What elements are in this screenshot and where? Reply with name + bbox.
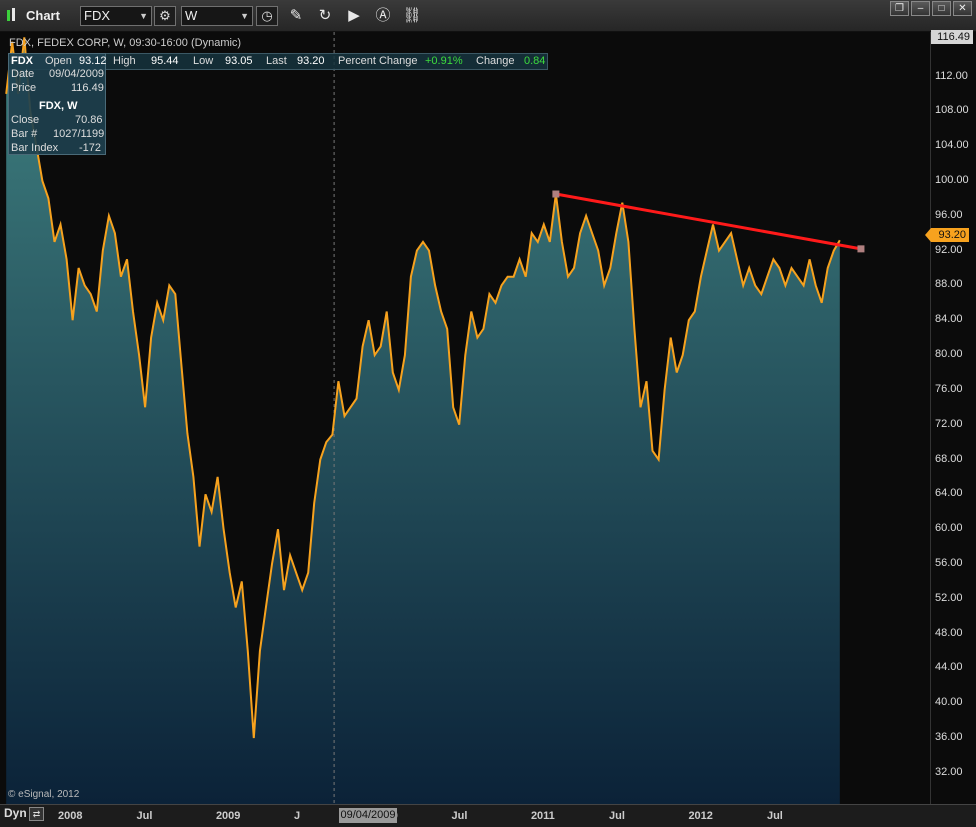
trendline[interactable] — [555, 192, 862, 251]
symbol-settings-button[interactable]: ⚙ — [154, 6, 176, 26]
maximize-window-button[interactable]: □ — [932, 1, 951, 16]
price-tick-label: 36.00 — [935, 731, 963, 744]
price-tick-label: 60.00 — [935, 522, 963, 535]
quote-open-value: 93.12 — [79, 55, 107, 67]
price-tick-label: 64.00 — [935, 487, 963, 500]
price-axis[interactable]: 112.00 108.00 104.00 100.00 96.00 92.00 88.00 8… — [930, 32, 976, 804]
cursor-price-value: 116.49 — [71, 82, 104, 94]
restore-window-button[interactable]: ❐ — [890, 1, 909, 16]
price-tick-label: 112.00 — [935, 69, 968, 82]
cursor-bar-label: Bar # — [11, 128, 38, 140]
symbol-value: FDX — [84, 8, 110, 23]
price-tick-label: 92.00 — [935, 243, 963, 256]
quote-last-value: 93.20 — [297, 55, 325, 67]
cursor-bar-value: 1027/1199 — [53, 128, 105, 140]
time-tick-label: J — [294, 810, 301, 822]
quote-low-label: Low — [193, 55, 214, 67]
cursor-info-box: FDX Open 93.12 Date 09/04/2009 Price 116… — [8, 53, 107, 155]
cursor-series-label: FDX, W — [39, 100, 78, 112]
minimize-window-button[interactable]: – — [911, 1, 930, 16]
trendline-handle-end[interactable] — [857, 245, 865, 253]
chart-bars-icon — [4, 6, 24, 26]
quote-symbol: FDX — [11, 55, 33, 67]
price-tick-label: 56.00 — [935, 556, 963, 569]
play-icon[interactable]: ▶ — [348, 7, 360, 24]
price-tick-label: 84.00 — [935, 313, 963, 326]
chevron-down-icon: ▼ — [139, 11, 148, 21]
brand-label: © eSignal, 2012 — [8, 789, 80, 800]
link-icon[interactable]: ⛓ — [402, 7, 422, 24]
chart-plot-area[interactable] — [0, 32, 930, 804]
high-price-tag: 116.49 — [931, 30, 973, 44]
symbol-input[interactable]: FDX ▼ — [80, 6, 152, 26]
dynamic-mode-button[interactable]: ⇄ — [29, 807, 44, 821]
cursor-date-value: 09/04/2009 — [49, 68, 105, 80]
quote-pct-value: +0.91% — [425, 55, 463, 67]
close-window-button[interactable]: ✕ — [953, 1, 972, 16]
price-tick-label: 68.00 — [935, 452, 963, 465]
chart-header: FDX, FEDEX CORP, W, 09:30-16:00 (Dynamic… — [9, 37, 242, 49]
cursor-index-label: Bar Index — [11, 142, 59, 154]
chart-toolbar: Chart FDX ▼ ⚙ W ▼ ◷ ✎ ↻ ▶ Ⓐ ⛓ ❐ – □ ✕ — [0, 0, 976, 32]
price-tick-label: 104.00 — [935, 139, 969, 152]
interval-clock-button[interactable]: ◷ — [256, 6, 278, 26]
quote-last-label: Last — [266, 55, 287, 67]
time-tick-label: 2009 — [215, 810, 241, 822]
cursor-close-label: Close — [11, 114, 40, 126]
quote-pct-label: Percent Change — [338, 55, 418, 67]
cursor-close-value: 70.86 — [75, 114, 103, 126]
quote-change-label: Change — [476, 55, 515, 67]
interval-input[interactable]: W ▼ — [181, 6, 253, 26]
quote-high-label: High — [113, 55, 136, 67]
time-tick-label: 2011 — [530, 810, 555, 822]
price-tick-label: 40.00 — [935, 696, 963, 709]
refresh-icon[interactable]: ↻ — [318, 7, 332, 24]
chevron-down-icon: ▼ — [240, 11, 249, 21]
price-tick-label: 80.00 — [935, 348, 963, 361]
time-tick-label: 2008 — [58, 810, 83, 822]
dynamic-mode-label: Dyn — [4, 806, 27, 820]
price-line — [5, 37, 841, 739]
quote-high-value: 95.44 — [151, 55, 179, 67]
time-tick-label: Jul — [136, 810, 153, 822]
gear-icon: ⚙ — [159, 8, 171, 23]
quote-low-value: 93.05 — [225, 55, 253, 67]
last-price-tag: 93.20 — [925, 228, 969, 242]
pencil-icon[interactable]: ✎ — [289, 7, 303, 24]
time-tick-label: 2012 — [688, 810, 713, 822]
price-tick-label: 48.00 — [935, 626, 963, 639]
quote-change-value: 0.84 — [524, 55, 546, 67]
price-tick-label: 44.00 — [935, 661, 963, 674]
price-tick-label: 52.00 — [935, 591, 963, 604]
window-title: Chart — [26, 8, 60, 23]
price-tick-label: 72.00 — [935, 417, 963, 430]
cursor-price-label: Price — [11, 82, 37, 94]
cursor-index-value: -172 — [79, 142, 102, 154]
time-tick-label: Jul — [451, 810, 468, 822]
quote-open-label: Open — [45, 55, 72, 67]
price-tick-label: 32.00 — [935, 765, 963, 778]
price-tick-label: 96.00 — [935, 208, 963, 221]
cursor-date-tag: 09/04/2009 — [339, 808, 397, 823]
trendline-handle-start[interactable] — [552, 190, 560, 198]
price-tick-label: 88.00 — [935, 278, 963, 291]
price-chart — [5, 32, 865, 804]
cursor-date-label: Date — [11, 68, 35, 80]
interval-value: W — [185, 8, 198, 23]
quote-bar: High 95.44 Low 93.05 Last 93.20 Percent … — [8, 53, 548, 70]
price-area-fill — [6, 37, 840, 804]
price-tick-label: 76.00 — [935, 382, 963, 395]
clock-icon: ◷ — [261, 8, 273, 23]
a-circle-icon[interactable]: Ⓐ — [375, 7, 391, 24]
time-tick-label: Jul — [766, 810, 783, 822]
price-tick-label: 100.00 — [935, 173, 969, 186]
price-tick-label: 108.00 — [935, 104, 969, 117]
time-tick-label: Jul — [609, 810, 625, 822]
time-axis[interactable]: 2008Jul2009J2010Jul2011Jul2012Jul — [0, 804, 976, 827]
